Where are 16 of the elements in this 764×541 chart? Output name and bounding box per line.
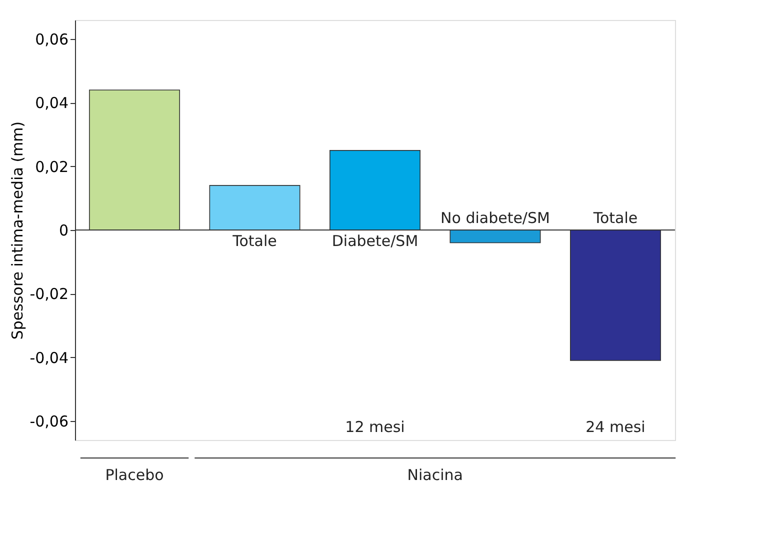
annotation: 24 mesi [586,418,646,436]
y-axis-title: Spessore intima-media (mm) [8,121,27,340]
x-tick-label: Totale [232,232,277,250]
x-tick-label: Totale [592,209,638,227]
x-tick-label: No diabete/SM [440,209,550,227]
y-tick-label: 0,02 [35,158,68,176]
y-tick-label: -0,02 [30,285,68,304]
text: Niacina [407,466,463,484]
y-tick-label: 0 [58,222,68,240]
x-tick-label: Diabete/SM [332,232,418,250]
y-tick-label: -0,06 [30,412,68,430]
y-tick-label: 0,06 [35,30,68,49]
y-tick-label: -0,04 [30,348,68,367]
y-tick-label: 0,04 [35,94,68,112]
text: Placebo [105,466,164,484]
annotation: 12 mesi [345,418,405,436]
